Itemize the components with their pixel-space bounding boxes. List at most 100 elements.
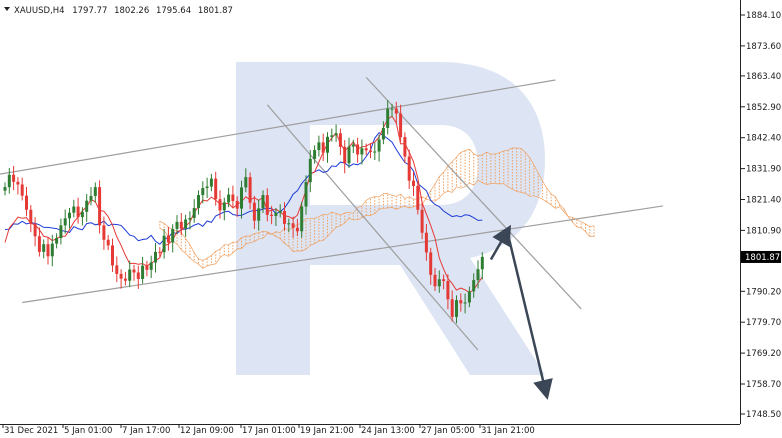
symbol-label: XAUUSD,H4 <box>14 6 65 16</box>
candle-body <box>214 178 218 200</box>
candle-body <box>446 281 450 300</box>
senkou-span-b <box>159 179 595 269</box>
candle-body <box>154 251 157 263</box>
candle-body <box>3 187 7 191</box>
candle-body <box>46 244 50 257</box>
candle-body <box>16 181 20 185</box>
candle-body <box>184 219 188 229</box>
candle-body <box>132 269 136 273</box>
candle-body <box>149 262 153 270</box>
candle-body <box>20 184 24 196</box>
candle-body <box>416 185 420 210</box>
candle-body <box>313 150 317 159</box>
candle-body <box>98 187 102 226</box>
candle-body <box>240 187 243 209</box>
candle-body <box>287 223 291 225</box>
open-value: 1797.77 <box>72 6 107 16</box>
candle-body <box>403 137 407 157</box>
candle-body <box>197 195 200 209</box>
y-tick-label: 1863.40 <box>746 72 781 82</box>
x-tick-label: 5 Jan 01:00 <box>64 426 112 436</box>
y-tick-label: 1769.20 <box>746 349 781 359</box>
candle-body <box>347 146 351 164</box>
candle-body <box>300 206 304 232</box>
candle-body <box>450 299 454 317</box>
candle-body <box>248 177 252 203</box>
candle-body <box>437 279 441 287</box>
candle-body <box>476 269 480 281</box>
candle-body <box>102 225 106 240</box>
candle-body <box>179 221 183 229</box>
y-tick-label: 1748.50 <box>746 410 781 420</box>
tenkan-sen-line <box>4 115 483 294</box>
candle-body <box>59 225 63 239</box>
high-value: 1802.26 <box>114 6 149 16</box>
candle-body <box>433 274 437 287</box>
candle-body <box>188 218 192 220</box>
candle-body <box>463 302 467 304</box>
candle-body <box>442 279 446 281</box>
candle-body <box>128 269 132 281</box>
x-tick-label: 24 Jan 13:00 <box>361 426 415 436</box>
candle-body <box>136 272 140 279</box>
candle-body <box>205 186 209 189</box>
candle-body <box>472 280 476 292</box>
candle-body <box>424 232 428 253</box>
ascending-channel-upper <box>0 79 556 175</box>
candle-body <box>244 177 248 188</box>
x-tick-label: 7 Jan 17:00 <box>122 426 170 436</box>
forecast-arrow-down <box>506 230 553 400</box>
candle-body <box>115 265 119 274</box>
y-tick-label: 1821.40 <box>746 195 781 205</box>
current-price-label: 1801.87 <box>745 253 780 263</box>
candle-body <box>235 200 239 209</box>
candle-body <box>369 150 372 152</box>
candle-body <box>338 133 342 147</box>
candle-body <box>399 113 403 138</box>
candle-body <box>351 144 355 147</box>
candle-body <box>377 139 381 152</box>
candle-body <box>317 142 321 151</box>
close-value: 1801.87 <box>198 6 233 16</box>
candle-body <box>119 273 123 279</box>
candle-body <box>407 156 411 181</box>
candle-body <box>55 238 59 244</box>
triangle-down-icon[interactable] <box>4 7 10 11</box>
candle-body <box>93 187 97 196</box>
y-tick-label: 1831.90 <box>746 165 781 175</box>
candle-body <box>308 158 312 183</box>
y-tick-label: 1842.40 <box>746 134 781 144</box>
candle-body <box>175 221 179 229</box>
candle-body <box>7 174 11 188</box>
candle-body <box>111 245 114 266</box>
candle-body <box>145 265 149 270</box>
candle-body <box>85 200 89 212</box>
candle-body <box>326 136 329 153</box>
x-tick-label: 31 Jan 21:00 <box>481 426 535 436</box>
candle-body <box>162 235 166 253</box>
candle-body <box>12 174 16 182</box>
candle-body <box>304 182 308 207</box>
logo-watermark <box>236 62 545 375</box>
forecast-arrow-up <box>489 224 511 261</box>
candle-body <box>50 243 54 257</box>
low-value: 1795.64 <box>156 6 191 16</box>
x-tick-label: 17 Jan 01:00 <box>242 426 296 436</box>
candle-body <box>283 210 286 224</box>
y-tick-label: 1884.10 <box>746 11 781 21</box>
candle-body <box>201 188 205 196</box>
kijun-sen-line <box>4 132 483 245</box>
y-tick-label: 1852.90 <box>746 103 781 113</box>
y-tick-label: 1873.60 <box>746 42 781 52</box>
candle-body <box>29 209 33 224</box>
candle-body <box>141 265 145 279</box>
candle-body <box>209 178 213 187</box>
candle-body <box>218 199 222 211</box>
candle-body <box>222 202 226 211</box>
candle-body <box>381 127 385 140</box>
candle-body <box>455 300 458 317</box>
y-tick-label: 1758.70 <box>746 380 781 390</box>
candle-body <box>231 194 235 201</box>
chart-header: XAUUSD,H4 1797.77 1802.26 1795.64 1801.8… <box>4 6 233 16</box>
